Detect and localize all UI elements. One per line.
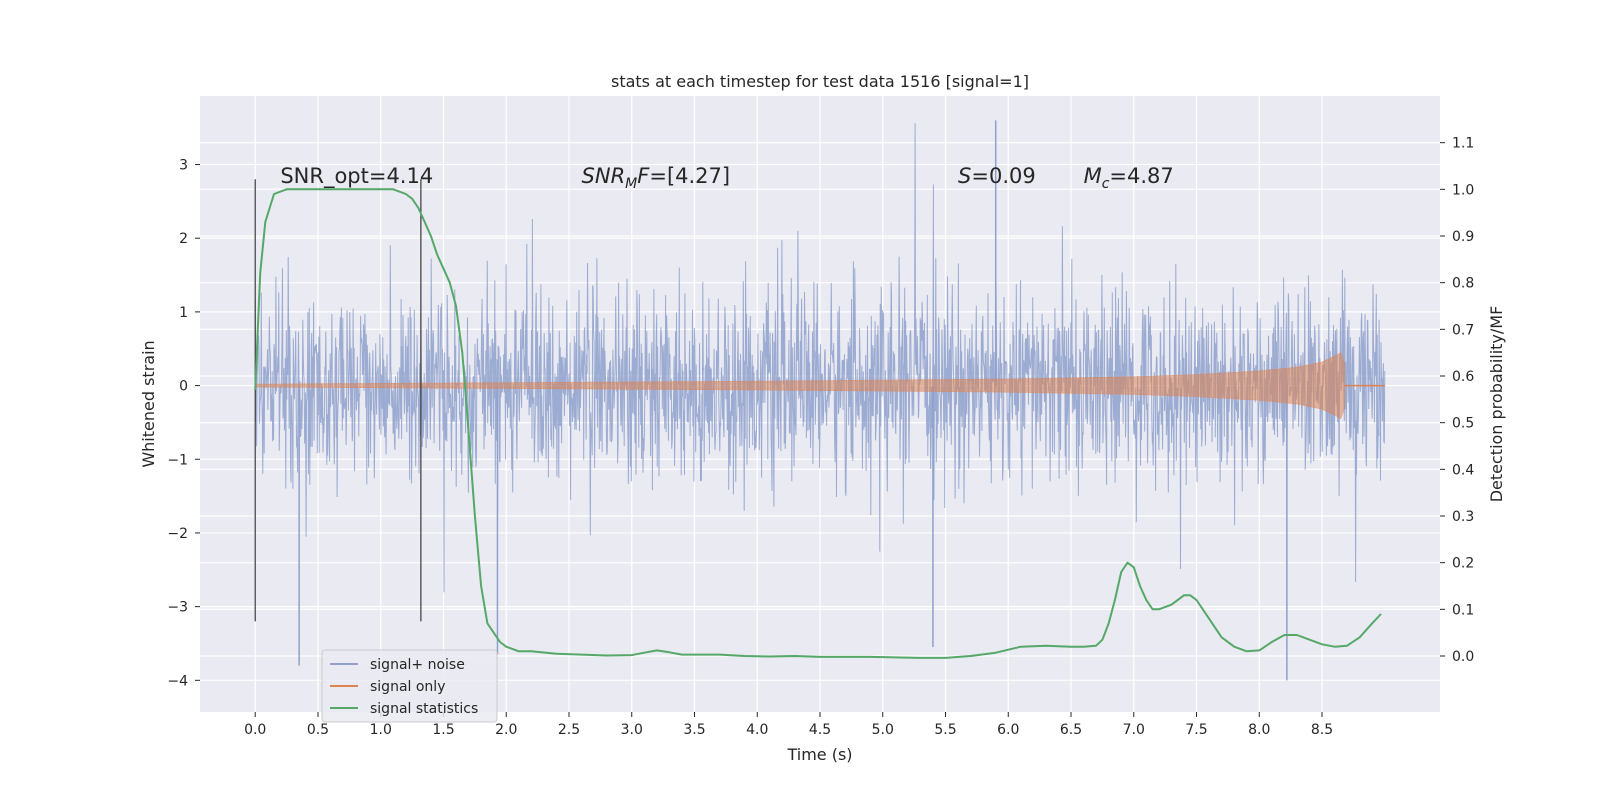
y-tick-label-6: 2 [179,231,188,247]
legend-label-signal-only: signal only [370,679,445,695]
x-tick-label-12: 6.0 [997,722,1019,738]
annotations: SNR_opt=4.14 SNRMF=[4.27] S=0.09 Mc=4.87 [280,164,1173,192]
y2-tick-label-6: 0.6 [1452,369,1474,385]
y-axis-label: Whitened strain [139,340,158,467]
annotation-snr-mf: SNRMF=[4.27] [582,164,731,192]
x-tick-label-16: 8.0 [1248,722,1270,738]
y-axis-ticks: −4 −3 −2 −1 0 1 2 3 [167,158,200,689]
x-tick-label-3: 1.5 [432,722,454,738]
x-tick-label-11: 5.5 [934,722,956,738]
x-tick-label-4: 2.0 [495,722,517,738]
y2-tick-label-8: 0.8 [1452,276,1474,292]
annotation-mc: Mc=4.87 [1084,164,1174,192]
x-axis-ticks: 0.0 0.5 1.0 1.5 2.0 2.5 3.0 3.5 4.0 4.5 5.0 5.5 6.0 6… [244,712,1333,738]
annotation-s: S=0.09 [958,164,1036,188]
x-tick-label-1: 0.5 [307,722,329,738]
signal-statistics-line [254,188,1382,659]
x-tick-label-2: 1.0 [370,722,392,738]
y2-tick-label-11: 1.1 [1452,136,1474,152]
signal-plus-noise-line [254,123,1386,593]
y-tick-label-7: 3 [179,158,188,174]
x-tick-label-8: 4.0 [746,722,768,738]
annotation-snr-opt: SNR_opt=4.14 [280,164,433,189]
series-signal-statistics [254,188,1382,659]
y-tick-label-2: −2 [167,526,188,542]
y-tick-label-4: 0 [179,379,188,395]
y2-tick-label-2: 0.2 [1452,556,1474,572]
y-tick-label-3: −1 [167,452,188,468]
y2-tick-label-7: 0.7 [1452,322,1474,338]
vertical-markers [254,179,422,622]
y2-tick-label-3: 0.3 [1452,509,1474,525]
x-tick-label-6: 3.0 [621,722,643,738]
y2-tick-label-5: 0.5 [1452,416,1474,432]
y-tick-label-5: 1 [179,305,188,321]
y2-tick-label-4: 0.4 [1452,462,1474,478]
series-signal-plus-noise [254,120,1386,681]
legend: signal+ noise signal only signal statist… [321,649,498,723]
legend-label-signal-plus-noise: signal+ noise [370,657,465,673]
y2-tick-label-10: 1.0 [1452,182,1474,198]
y-tick-label-0: −4 [167,673,188,689]
chart-title: stats at each timestep for test data 151… [611,72,1029,91]
y2-tick-label-0: 0.0 [1452,649,1474,665]
x-tick-label-0: 0.0 [244,722,266,738]
series-signal-only [254,352,1385,419]
legend-box [321,649,498,723]
x-axis-label: Time (s) [786,745,852,764]
x-tick-label-17: 8.5 [1311,722,1333,738]
x-tick-label-5: 2.5 [558,722,580,738]
y-tick-label-1: −3 [167,600,188,616]
y2-axis-ticks: 0.0 0.1 0.2 0.3 0.4 0.5 0.6 0.7 0.8 0.9 1.0 1.1 [1440,136,1474,665]
y2-tick-label-9: 0.9 [1452,229,1474,245]
y2-axis-label: Detection probability/MF [1487,306,1506,503]
x-tick-label-15: 7.5 [1185,722,1207,738]
y2-tick-label-1: 0.1 [1452,602,1474,618]
x-tick-label-13: 6.5 [1060,722,1082,738]
x-tick-label-10: 5.0 [872,722,894,738]
x-tick-label-7: 3.5 [683,722,705,738]
x-tick-label-14: 7.0 [1123,722,1145,738]
x-tick-label-9: 4.5 [809,722,831,738]
legend-label-signal-statistics: signal statistics [370,701,478,717]
signal-only-envelope [254,352,1345,419]
